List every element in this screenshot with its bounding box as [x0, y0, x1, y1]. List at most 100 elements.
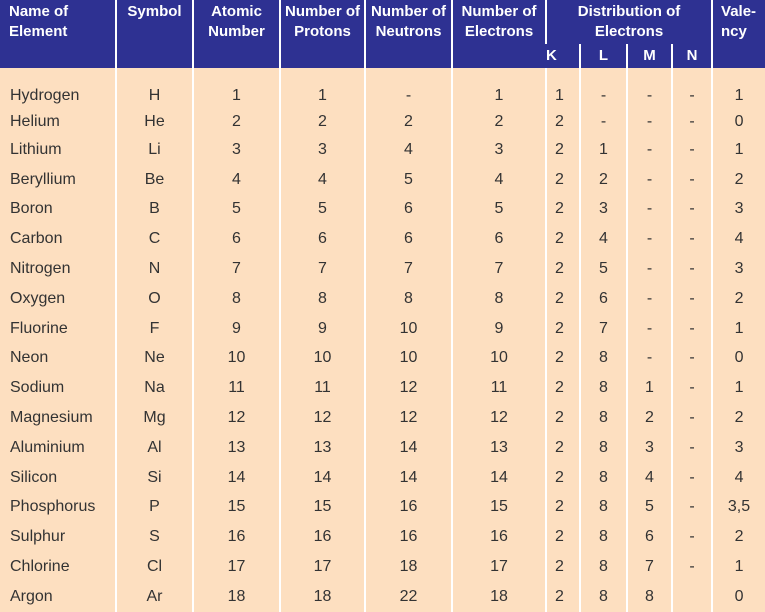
shell-n-cell: -	[670, 224, 713, 255]
shell-k-cell: 2	[545, 522, 580, 553]
shell-l-cell: 8	[579, 492, 627, 523]
protons-cell: 5	[279, 194, 365, 225]
shell-k-cell: 2	[545, 135, 580, 165]
valency-cell: 2	[711, 164, 765, 195]
valency-cell: 0	[711, 108, 765, 135]
shell-k-cell: 2	[545, 462, 580, 493]
atomic-number-cell: 17	[192, 552, 280, 582]
neutrons-cell: 22	[364, 581, 452, 612]
table-row: Silicon Si 14 14 14 14 2 8 4-4	[0, 462, 765, 493]
neutrons-cell: 12	[364, 403, 452, 433]
shell-l-cell: 4	[579, 224, 627, 255]
shell-k-cell: 2	[545, 343, 580, 374]
header-distribution: Distribution of Electrons	[544, 0, 713, 44]
shell-l-cell: -	[579, 84, 627, 108]
shell-k-cell: 2	[545, 432, 580, 463]
symbol-cell: Na	[115, 373, 193, 404]
electrons-cell: 7	[451, 254, 546, 284]
shell-n-cell: -	[670, 492, 713, 523]
shell-l-cell: 8	[579, 522, 627, 553]
protons-cell: 10	[279, 343, 365, 374]
symbol-cell: O	[115, 283, 193, 314]
atomic-number-cell: 7	[192, 254, 280, 284]
protons-cell: 3	[279, 135, 365, 165]
table-row: Helium He 2 2 2 2 2- - -0	[0, 108, 765, 135]
protons-cell: 12	[279, 403, 365, 433]
element-name-cell: Lithium	[10, 140, 62, 158]
table-row: Phosphorus P 15 15 16 15 2 8 5-3,5	[0, 492, 765, 523]
neutrons-cell: 14	[364, 462, 452, 493]
header-name: Name of Element	[0, 0, 116, 68]
electrons-cell: 4	[451, 164, 546, 195]
protons-cell: 13	[279, 432, 365, 463]
shell-k-cell: 2	[545, 581, 580, 612]
shell-n-cell: -	[670, 552, 713, 582]
electrons-cell: 2	[451, 108, 546, 135]
shell-m-cell: -	[626, 224, 672, 255]
element-name-cell: Aluminium	[10, 438, 85, 456]
shell-m-cell: 2	[626, 403, 672, 433]
atomic-number-cell: 4	[192, 164, 280, 195]
atomic-number-cell: 6	[192, 224, 280, 255]
shell-l-cell: 8	[579, 462, 627, 493]
neutrons-cell: -	[364, 84, 452, 108]
neutrons-cell: 4	[364, 135, 452, 165]
header-shell-n: N	[670, 44, 713, 68]
shell-n-cell: -	[670, 462, 713, 493]
valency-cell: 1	[711, 373, 765, 404]
neutrons-cell: 10	[364, 343, 452, 374]
shell-n-cell: -	[670, 313, 713, 344]
symbol-cell: Cl	[115, 552, 193, 582]
protons-cell: 7	[279, 254, 365, 284]
neutrons-cell: 10	[364, 313, 452, 344]
protons-cell: 18	[279, 581, 365, 612]
shell-l-cell: 8	[579, 343, 627, 374]
shell-k-cell: 2	[545, 108, 580, 135]
atomic-number-cell: 10	[192, 343, 280, 374]
protons-cell: 4	[279, 164, 365, 195]
neutrons-cell: 2	[364, 108, 452, 135]
shell-k-cell: 2	[545, 254, 580, 284]
symbol-cell: Si	[115, 462, 193, 493]
atomic-number-cell: 8	[192, 283, 280, 314]
element-name-cell: Chlorine	[10, 558, 70, 576]
valency-cell: 1	[711, 84, 765, 108]
protons-cell: 16	[279, 522, 365, 553]
element-name-cell: Phosphorus	[10, 498, 96, 516]
valency-cell: 3	[711, 254, 765, 284]
symbol-cell: He	[115, 108, 193, 135]
shell-k-cell: 2	[545, 373, 580, 404]
shell-k-cell: 2	[545, 492, 580, 523]
shell-l-cell: -	[579, 108, 627, 135]
header-symbol: Symbol	[115, 0, 193, 68]
shell-m-cell: 4	[626, 462, 672, 493]
element-name-cell: Magnesium	[10, 409, 93, 427]
symbol-cell: Ne	[115, 343, 193, 374]
element-name-cell: Oxygen	[10, 289, 66, 307]
shell-n-cell: -	[670, 522, 713, 553]
symbol-cell: P	[115, 492, 193, 523]
table-row: Chlorine Cl 17 17 18 17 2 8 7-1	[0, 552, 765, 582]
element-name-cell: Neon	[10, 349, 49, 367]
symbol-cell: S	[115, 522, 193, 553]
element-name-cell: Silicon	[10, 468, 58, 486]
element-name-cell: Nitrogen	[10, 260, 71, 278]
shell-n-cell: -	[670, 403, 713, 433]
symbol-cell: Al	[115, 432, 193, 463]
shell-n-cell: -	[670, 373, 713, 404]
shell-l-cell: 8	[579, 581, 627, 612]
protons-cell: 9	[279, 313, 365, 344]
table-row: Oxygen O 8 8 8 8 2 6- -2	[0, 283, 765, 314]
symbol-cell: H	[115, 84, 193, 108]
neutrons-cell: 6	[364, 224, 452, 255]
neutrons-cell: 12	[364, 373, 452, 404]
atomic-number-cell: 13	[192, 432, 280, 463]
shell-m-cell: -	[626, 135, 672, 165]
valency-cell: 3	[711, 194, 765, 225]
atomic-number-cell: 12	[192, 403, 280, 433]
shell-m-cell: -	[626, 164, 672, 195]
element-name-cell: Argon	[10, 587, 53, 605]
electrons-cell: 17	[451, 552, 546, 582]
neutrons-cell: 6	[364, 194, 452, 225]
shell-l-cell: 7	[579, 313, 627, 344]
